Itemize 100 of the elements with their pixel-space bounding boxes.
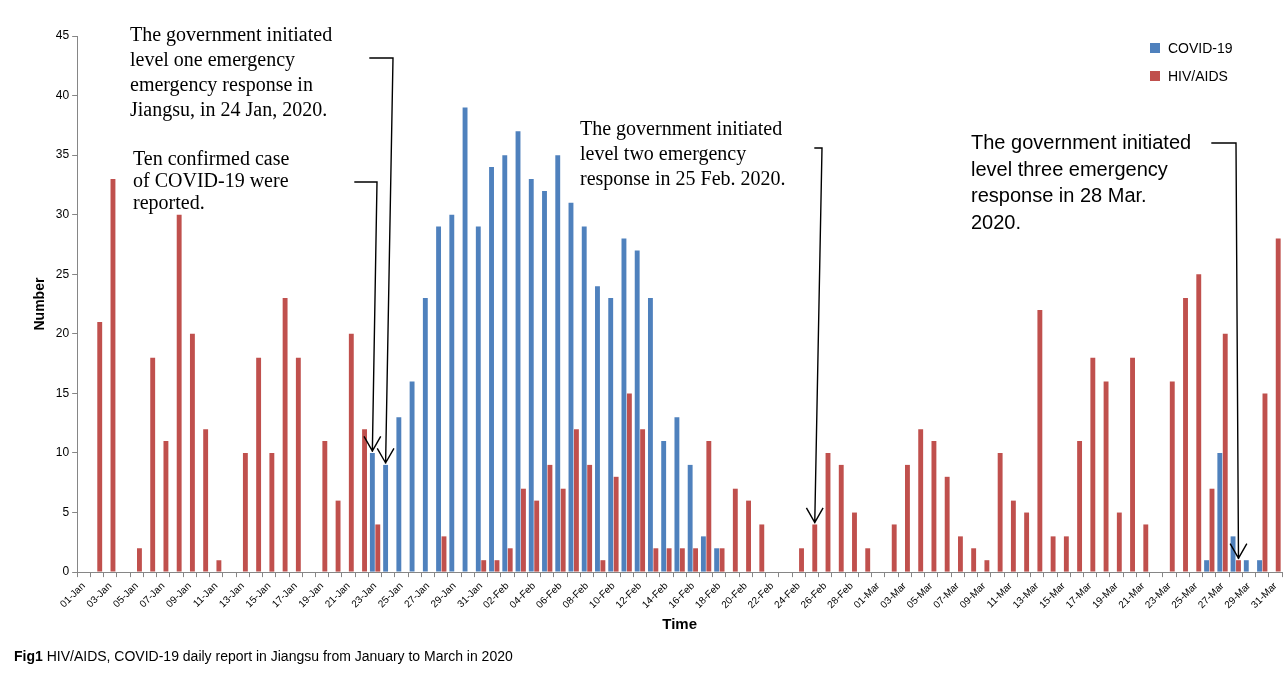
bar xyxy=(282,298,288,572)
bar xyxy=(719,548,725,572)
bar xyxy=(626,393,632,572)
bar xyxy=(242,452,248,572)
caption: Fig1 HIV/AIDS, COVID-19 daily report in Jiangsu from January to March in 2020 xyxy=(14,648,513,664)
bar xyxy=(706,441,712,572)
bar xyxy=(1130,357,1135,572)
bar xyxy=(176,214,182,572)
bar xyxy=(502,155,508,572)
y-tick-label: 45 xyxy=(55,28,70,43)
bar xyxy=(203,429,209,572)
bar xyxy=(489,167,494,572)
bar xyxy=(1275,238,1281,572)
bar xyxy=(653,548,659,572)
bar xyxy=(700,536,706,572)
bar xyxy=(322,441,328,572)
bar xyxy=(634,250,640,572)
bar xyxy=(449,214,455,572)
y-tick-label: 30 xyxy=(55,207,70,222)
bar xyxy=(1063,536,1069,572)
bar xyxy=(534,500,540,572)
bar xyxy=(647,298,653,572)
bar xyxy=(838,464,844,572)
bar xyxy=(1037,310,1043,572)
bar xyxy=(746,500,751,572)
y-tick-label: 20 xyxy=(55,326,70,341)
bar xyxy=(595,286,600,572)
bar xyxy=(521,488,526,572)
bar xyxy=(1010,500,1016,572)
bar xyxy=(1236,560,1241,572)
bar xyxy=(759,524,765,572)
bar xyxy=(693,548,699,572)
bar xyxy=(409,381,415,572)
bar xyxy=(613,476,619,572)
bar xyxy=(852,512,857,572)
bar xyxy=(1222,333,1228,572)
bar xyxy=(1196,274,1202,572)
bar xyxy=(507,548,513,572)
bar xyxy=(481,560,487,572)
bar xyxy=(1090,357,1096,572)
bar xyxy=(396,417,402,572)
bar xyxy=(335,500,341,572)
bar xyxy=(997,452,1003,572)
bar xyxy=(587,464,593,572)
bar xyxy=(608,298,614,572)
bar xyxy=(383,464,389,572)
bar xyxy=(475,226,481,572)
y-tick-label: 10 xyxy=(55,445,70,460)
bar xyxy=(732,488,738,572)
bar xyxy=(687,464,693,572)
legend-label: HIV/AIDS xyxy=(1168,68,1228,84)
bar xyxy=(957,536,963,572)
bar xyxy=(666,548,672,572)
y-tick-label: 5 xyxy=(62,504,70,519)
annotation: The government initiated level one emergency emergency response in Jiangsu, in 24 Jan, 2020. xyxy=(130,22,333,122)
bar xyxy=(560,488,566,572)
bar xyxy=(944,476,950,572)
bar xyxy=(547,464,553,572)
bar xyxy=(555,155,561,572)
bar xyxy=(984,560,990,572)
bar xyxy=(1143,524,1149,572)
bar xyxy=(1077,441,1083,572)
bar xyxy=(812,524,818,572)
bar xyxy=(600,560,606,572)
bar xyxy=(1116,512,1122,572)
bar xyxy=(97,321,103,572)
bar xyxy=(1050,536,1056,572)
bar xyxy=(1204,560,1210,572)
bar xyxy=(714,548,720,572)
bar xyxy=(1169,381,1175,572)
bar xyxy=(1024,512,1030,572)
bar xyxy=(640,429,646,572)
bar xyxy=(163,441,169,572)
bar xyxy=(137,548,142,572)
y-tick-label: 35 xyxy=(55,147,70,162)
bar xyxy=(436,226,442,572)
bar xyxy=(150,357,156,572)
bar xyxy=(1257,560,1262,572)
y-tick-label: 40 xyxy=(55,87,70,102)
bar xyxy=(295,357,301,572)
bar xyxy=(891,524,897,572)
bar xyxy=(799,548,804,572)
bar xyxy=(573,429,579,572)
bar xyxy=(1217,452,1223,572)
y-tick-label: 0 xyxy=(62,564,70,579)
y-tick-label: 15 xyxy=(55,385,70,400)
bar xyxy=(269,452,275,572)
bar xyxy=(679,548,685,572)
legend-label: COVID-19 xyxy=(1168,40,1233,56)
bar xyxy=(581,226,587,572)
bar xyxy=(918,429,924,572)
bar xyxy=(348,333,354,572)
bar xyxy=(905,464,910,572)
bar xyxy=(189,333,195,572)
bar xyxy=(674,417,680,572)
annotation: The government initiated level two emergency response in 25 Feb. 2020. xyxy=(580,116,786,191)
bar xyxy=(362,429,367,572)
bar xyxy=(1183,298,1188,572)
bar xyxy=(865,548,871,572)
bar xyxy=(1243,560,1249,572)
